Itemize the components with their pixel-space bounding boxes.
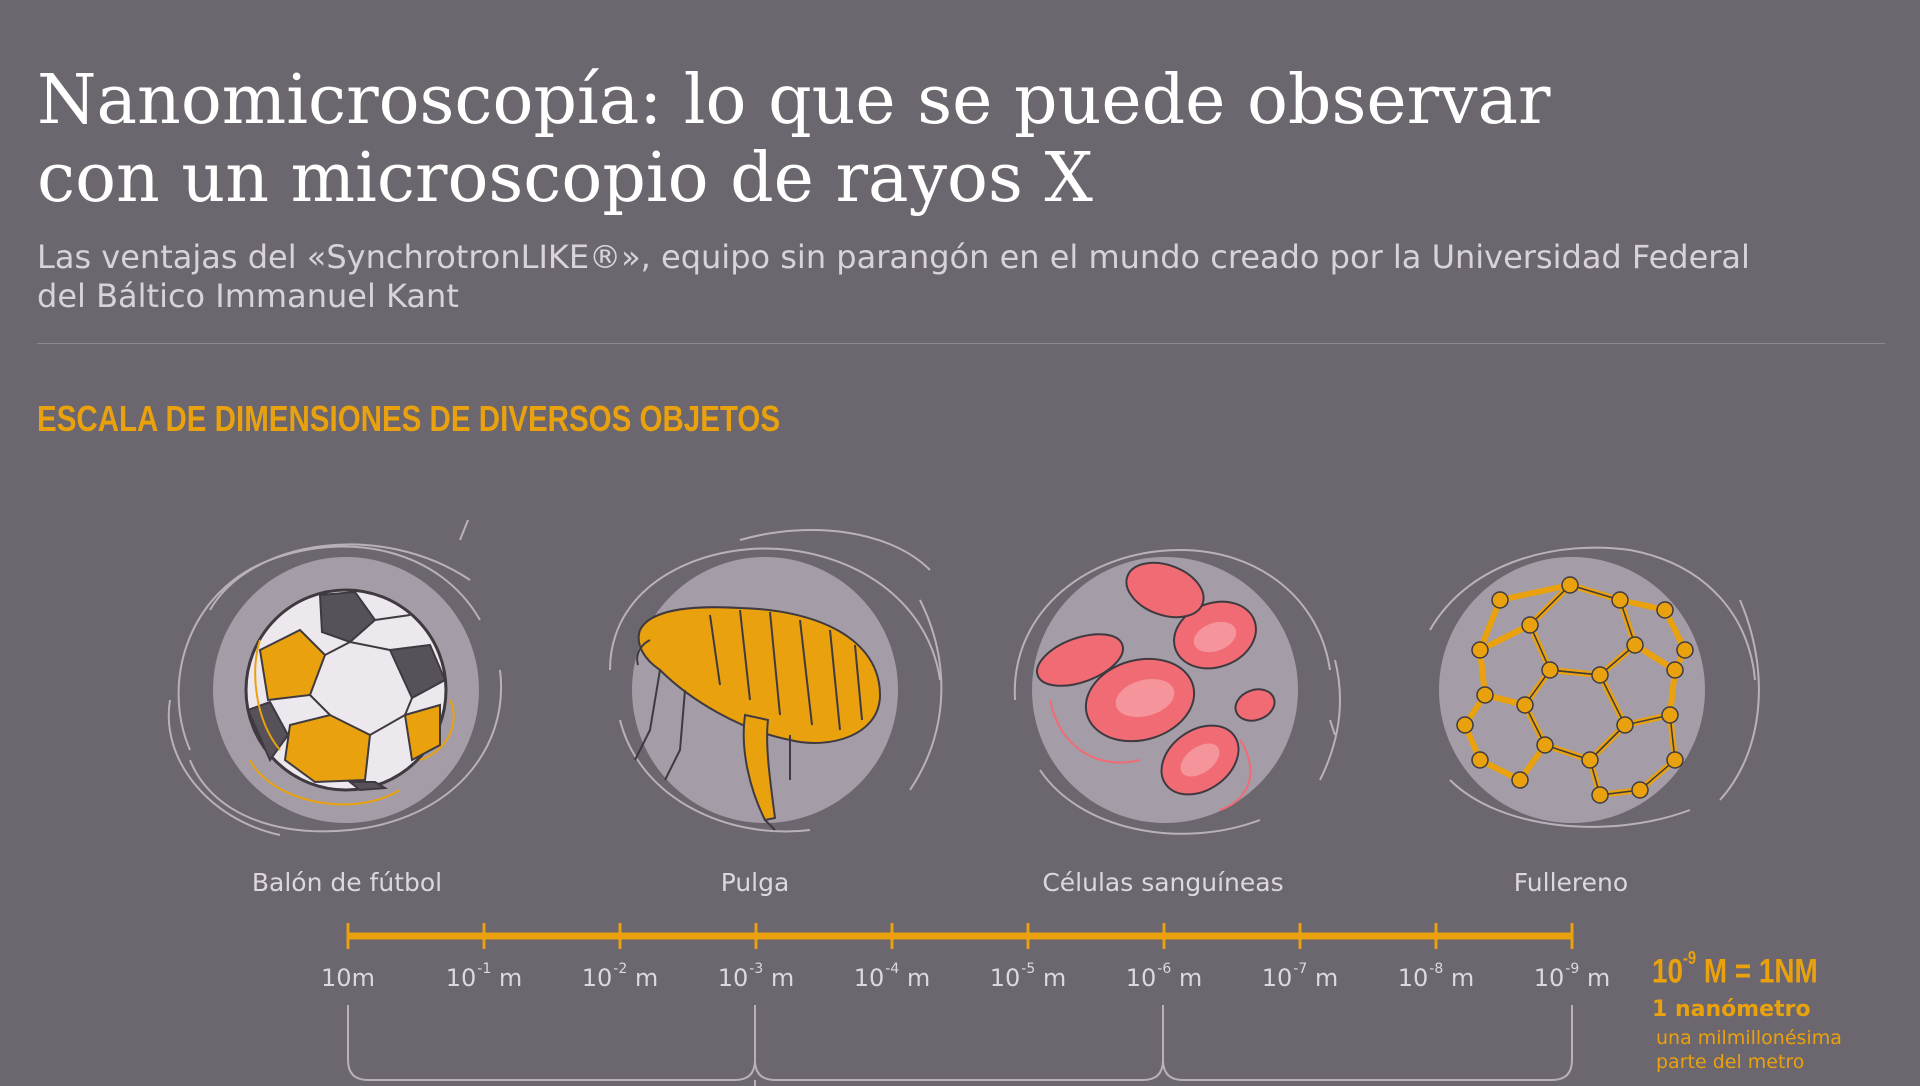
caption-soccer-ball: Balón de fútbol bbox=[251, 868, 443, 897]
soccer-ball-figure bbox=[150, 514, 520, 854]
scale-tick-label: 10-1 m bbox=[445, 961, 523, 992]
scale-tick-label: 10-6 m bbox=[1125, 961, 1203, 992]
section-heading: ESCALA DE DIMENSIONES DE DIVERSOS OBJETO… bbox=[37, 398, 781, 439]
blood-cells-figure bbox=[1000, 520, 1370, 854]
nm-formula-rest: M = 1NM bbox=[1703, 952, 1818, 991]
scale-tick-label: 10m bbox=[321, 964, 375, 992]
caption-fullerene: Fullereno bbox=[1513, 868, 1629, 897]
nm-description-line-1: una milmillonésima bbox=[1656, 1027, 1842, 1050]
subtitle-line-2: del Báltico Immanuel Kant bbox=[37, 277, 459, 315]
nm-formula-base: 10 bbox=[1652, 952, 1684, 991]
scale-tick-label: 10-4 m bbox=[853, 961, 931, 992]
nm-description: una milmillonésima parte del metro bbox=[1656, 1026, 1876, 1074]
scale-axis-group bbox=[346, 923, 1574, 949]
bracket-2 bbox=[754, 1005, 1164, 1081]
title-line-1: Nanomicroscopía: lo que se puede observa… bbox=[37, 61, 1551, 140]
scale-tick-label: 10-7 m bbox=[1261, 961, 1339, 992]
scale-tick-label: 10-8 m bbox=[1397, 961, 1475, 992]
fullerene-figure bbox=[1410, 520, 1780, 854]
scale-brackets bbox=[347, 1005, 1573, 1086]
fullerene-icon bbox=[1429, 546, 1760, 828]
page-title: Nanomicroscopía: lo que se puede observa… bbox=[37, 62, 1677, 218]
flea-figure bbox=[590, 520, 960, 854]
scale-tick-label: 10-2 m bbox=[581, 961, 659, 992]
bracket-3 bbox=[1162, 1005, 1573, 1081]
nm-formula-exp: -9 bbox=[1683, 948, 1697, 968]
nm-name: 1 nanómetro bbox=[1652, 997, 1811, 1023]
flea-icon bbox=[609, 529, 943, 833]
header-divider bbox=[37, 343, 1885, 344]
bracket-1 bbox=[347, 1005, 756, 1081]
scale-tick-label: 10-5 m bbox=[989, 961, 1067, 992]
caption-blood-cells: Células sanguíneas bbox=[1042, 868, 1284, 897]
scale-tick-label: 10-9 m bbox=[1533, 961, 1611, 992]
nm-formula: 10-9 M = 1NM bbox=[1652, 944, 1836, 991]
page-subtitle: Las ventajas del «SynchrotronLIKE®», equ… bbox=[37, 238, 1837, 316]
subtitle-line-1: Las ventajas del «SynchrotronLIKE®», equ… bbox=[37, 238, 1750, 276]
blood-cells-icon bbox=[1013, 548, 1341, 835]
scale-tick-label: 10-3 m bbox=[717, 961, 795, 992]
title-line-2: con un microscopio de rayos X bbox=[37, 139, 1093, 218]
nanometer-definition: 10-9 M = 1NM 1 nanómetro una milmillonés… bbox=[1652, 944, 1876, 1074]
caption-flea: Pulga bbox=[720, 868, 790, 897]
soccer-ball-icon bbox=[167, 514, 503, 836]
nm-description-line-2: parte del metro bbox=[1656, 1051, 1805, 1074]
